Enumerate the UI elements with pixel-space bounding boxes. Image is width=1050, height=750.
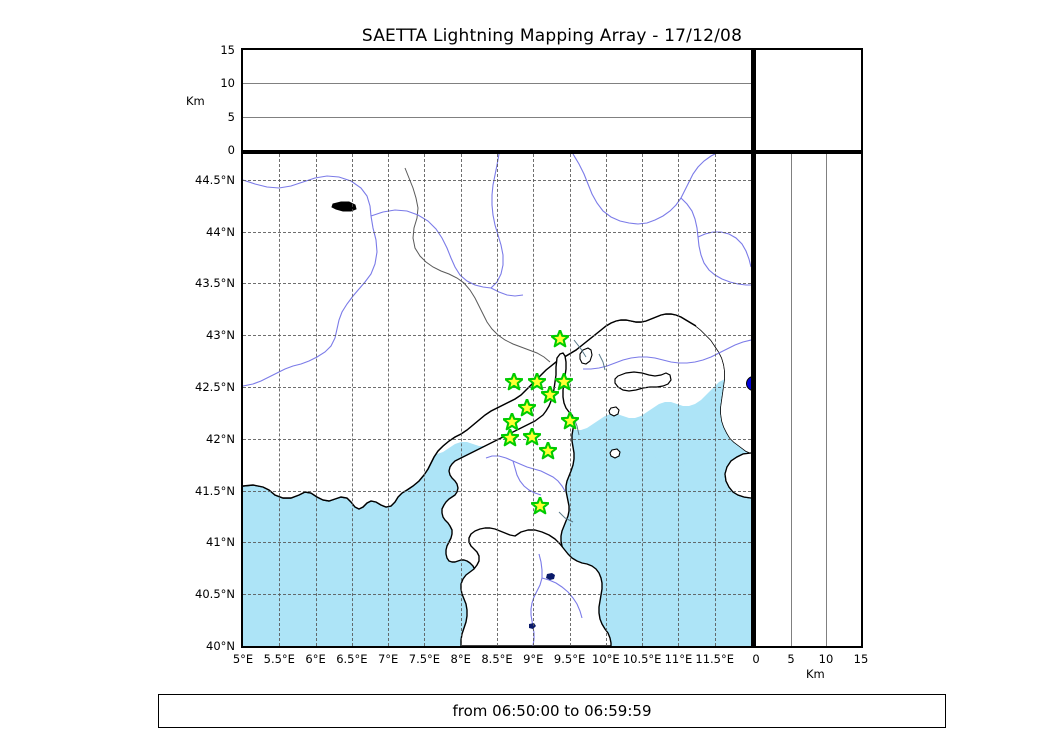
- latitude-tick-44: 44°N: [206, 224, 235, 239]
- longitude-tick-10-5: 10.5°E: [622, 652, 662, 666]
- altitude-tick-10: 10: [220, 76, 235, 91]
- altitude-axis-label: Km: [186, 94, 205, 108]
- panel-altitude-histogram[interactable]: [753, 48, 863, 152]
- longitude-gridline-6.5: [351, 154, 353, 646]
- longitude-gridline-11: [678, 154, 680, 646]
- longitude-gridline-7.5: [424, 154, 426, 646]
- panel-altitude-vs-latitude[interactable]: [753, 152, 863, 648]
- latitude-tick-41.5: 41.5°N: [195, 483, 235, 498]
- latitude-tick-40: 40°N: [206, 639, 235, 653]
- longitude-gridline-9: [533, 154, 535, 646]
- altitude-tick-5: 5: [227, 109, 235, 124]
- longitude-tick-10: 10°E: [592, 652, 620, 666]
- longitude-tick-8: 8°E: [450, 652, 471, 666]
- longitude-tick-6: 6°E: [305, 652, 326, 666]
- longitude-tick-8-5: 8.5°E: [481, 652, 513, 666]
- map-geography: [243, 154, 751, 646]
- page-title: SAETTA Lightning Mapping Array - 17/12/0…: [361, 26, 743, 46]
- longitude-gridline-10: [605, 154, 607, 646]
- longitude-tick-5-5: 5.5°E: [263, 652, 295, 666]
- latitude-tick-42.5: 42.5°N: [195, 380, 235, 395]
- longitude-tick-6-5: 6.5°E: [336, 652, 368, 666]
- longitude-tick-11-5: 11.5°E: [695, 652, 735, 666]
- longitude-tick-5: 5°E: [232, 652, 254, 666]
- panel-altitude-vs-longitude[interactable]: [241, 48, 753, 152]
- range-tick-5: 5: [787, 652, 795, 666]
- longitude-gridline-11.5: [714, 154, 716, 646]
- range-tick-15: 15: [853, 652, 869, 666]
- latitude-tick-41: 41°N: [206, 535, 235, 550]
- altitude-tick-15: 15: [220, 43, 235, 57]
- longitude-gridline-7: [388, 154, 390, 646]
- latitude-tick-43: 43°N: [206, 328, 235, 343]
- longitude-gridline-9.5: [569, 154, 571, 646]
- longitude-gridline-8: [460, 154, 462, 646]
- longitude-tick-7-5: 7.5°E: [408, 652, 441, 666]
- longitude-gridline-8.5: [497, 154, 498, 646]
- latitude-tick-40.5: 40.5°N: [195, 587, 235, 602]
- longitude-gridline-5.5: [279, 154, 281, 646]
- panel-plan-view-map[interactable]: [241, 152, 753, 648]
- longitude-tick-11: 11°E: [664, 652, 693, 666]
- range-gridline-10: [826, 154, 827, 646]
- longitude-tick-9: 9°E: [523, 652, 544, 666]
- altitude-gridline-10: [243, 83, 751, 85]
- latitude-tick-43.5: 43.5°N: [195, 276, 235, 291]
- longitude-tick-7: 7°E: [377, 652, 399, 666]
- altitude-gridline-5: [243, 116, 751, 118]
- range-tick-0: 0: [752, 652, 760, 666]
- range-axis-label: Km: [806, 667, 825, 681]
- latitude-tick-44.5: 44.5°N: [195, 172, 235, 187]
- longitude-tick-9-5: 9.5°E: [553, 652, 586, 666]
- range-tick-10: 10: [818, 652, 834, 666]
- time-range-text: from 06:50:00 to 06:59:59: [452, 702, 652, 720]
- longitude-gridline-6: [315, 154, 317, 646]
- latitude-tick-42: 42°N: [206, 431, 235, 446]
- altitude-tick-0: 0: [227, 143, 235, 157]
- range-gridline-5: [791, 154, 792, 646]
- time-range-bar: from 06:50:00 to 06:59:59: [158, 694, 946, 728]
- longitude-gridline-10.5: [642, 154, 644, 646]
